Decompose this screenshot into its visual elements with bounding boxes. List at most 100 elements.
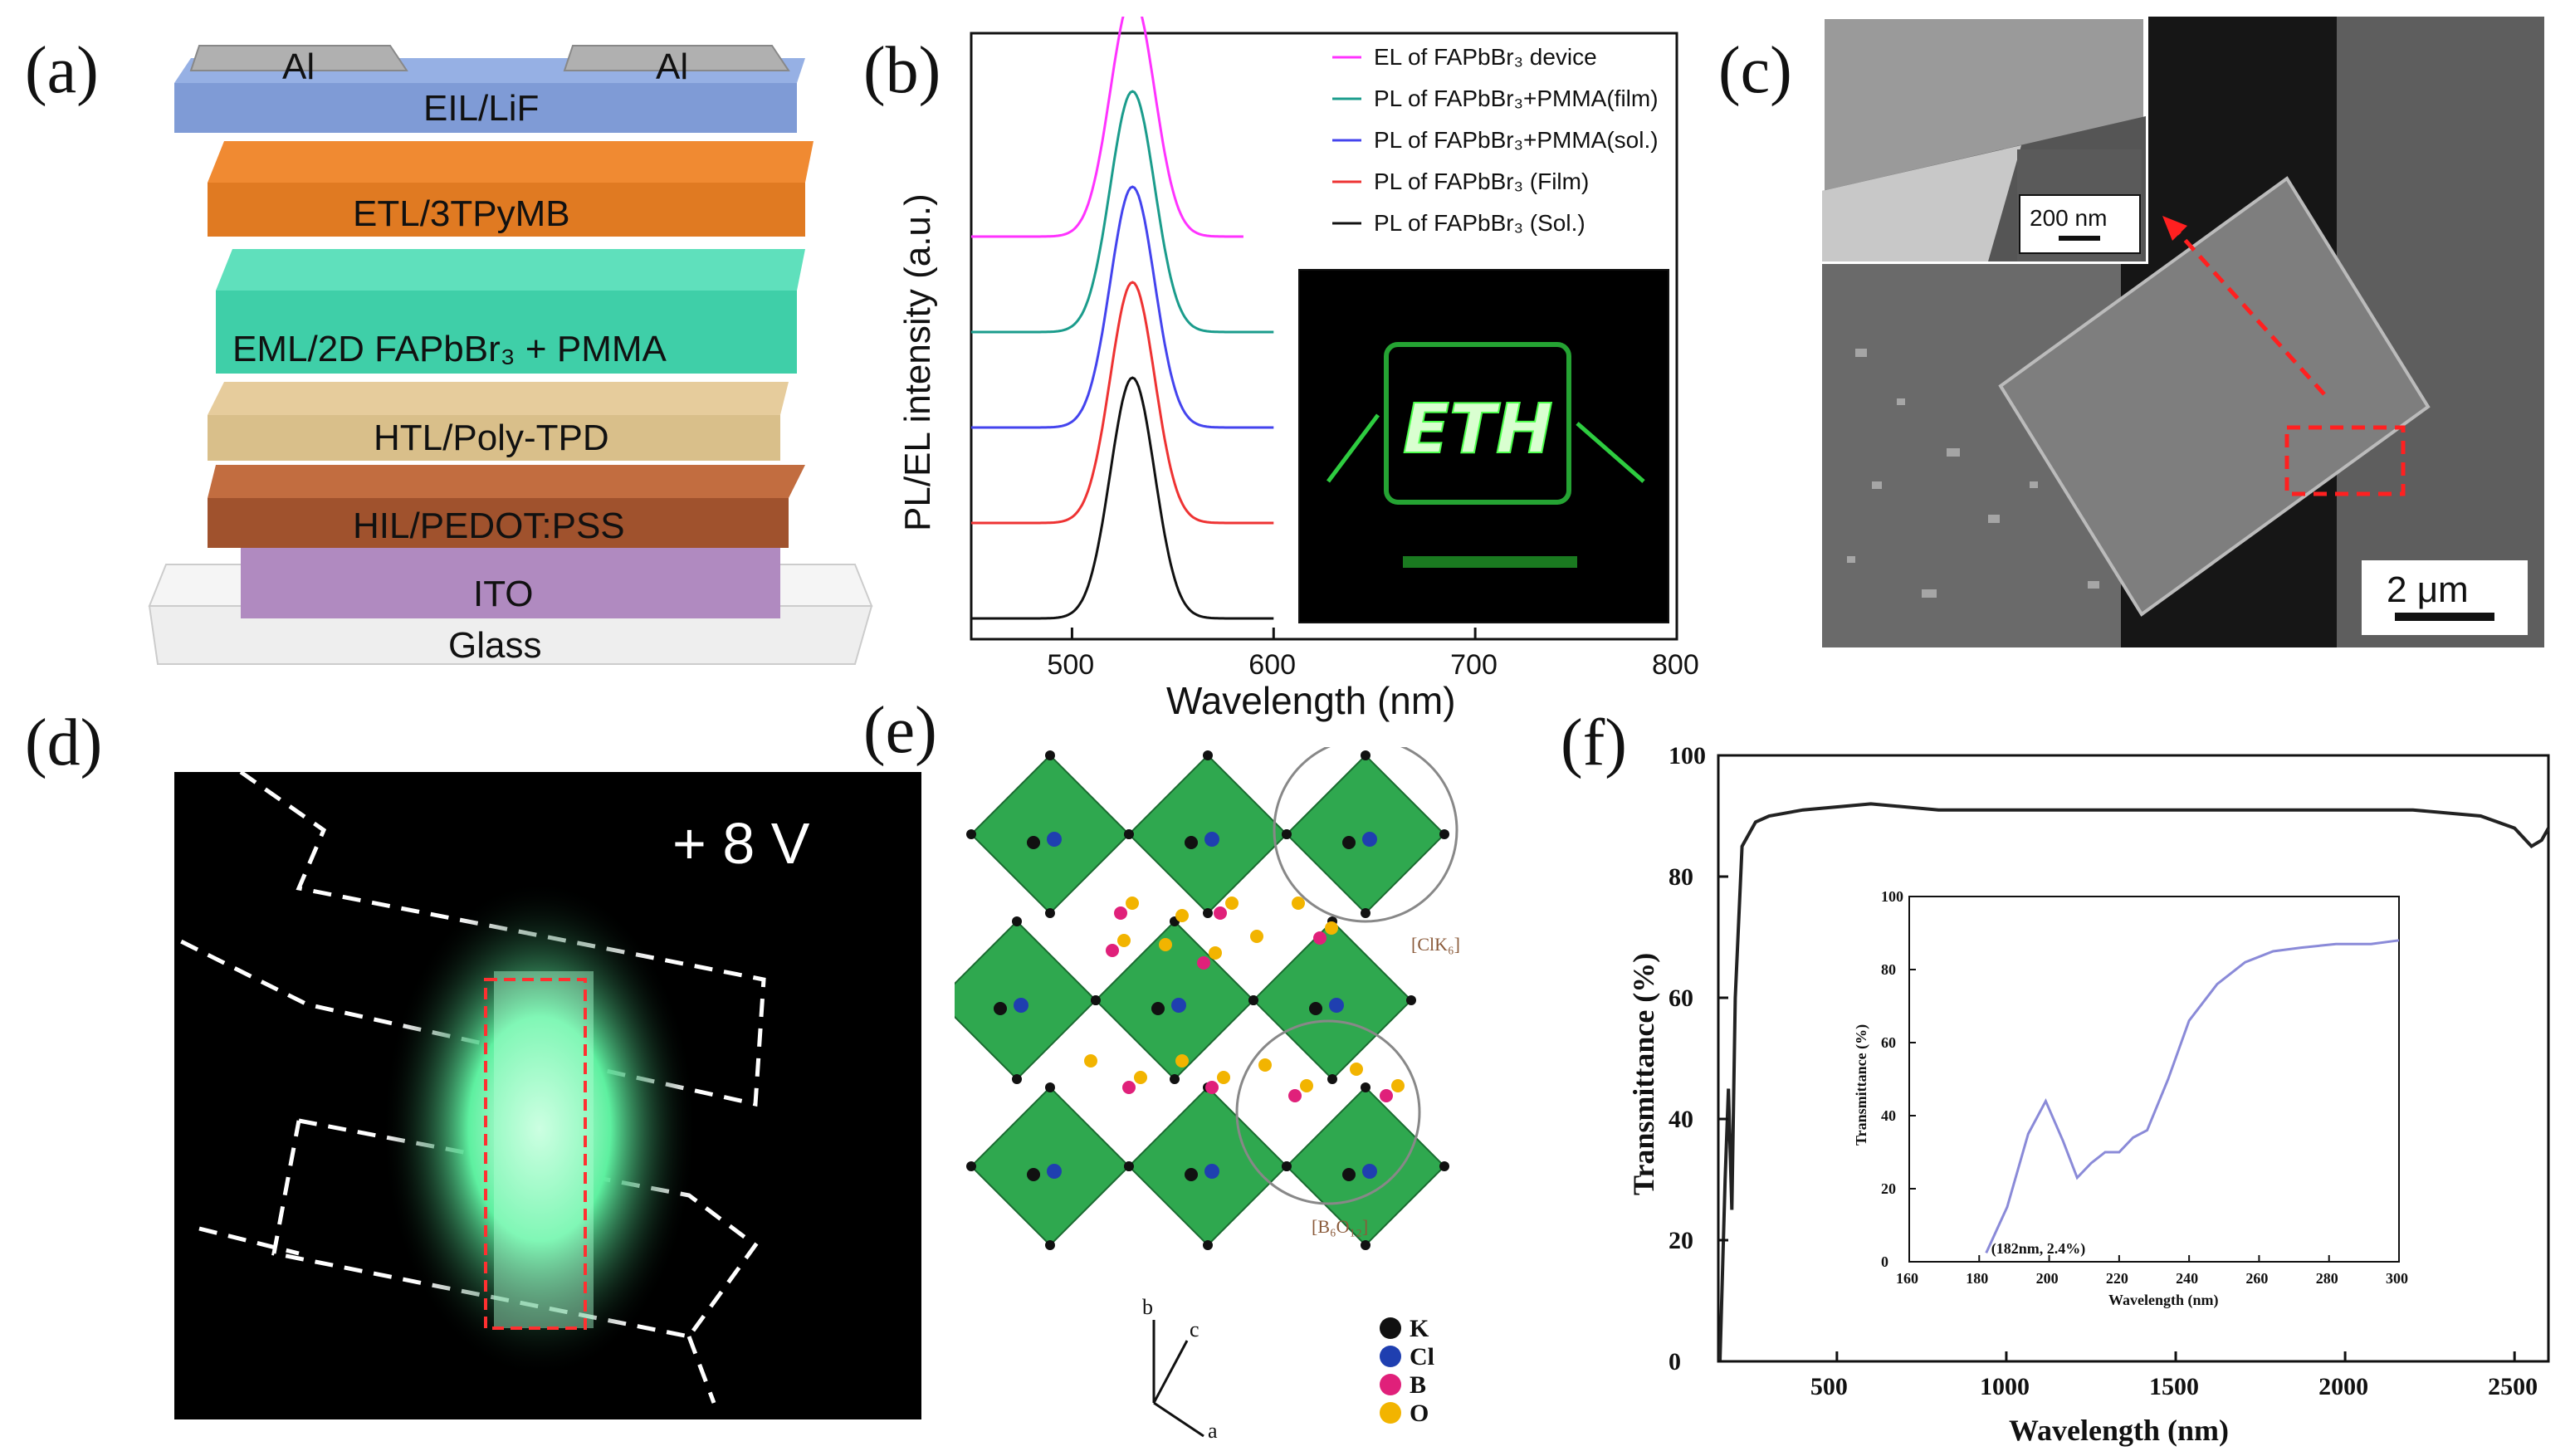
k-vertex: [1045, 750, 1055, 760]
eth-glow-frame: [1384, 342, 1571, 505]
k-atom: [994, 1002, 1007, 1015]
o-atom: [1250, 930, 1263, 943]
inset-xtick-label-2: 200: [2036, 1270, 2059, 1287]
layer-ito: ITO: [473, 574, 534, 614]
f-ytick-label-4: 80: [1669, 863, 1693, 891]
b-atom: [1122, 1081, 1136, 1094]
k-vertex: [1361, 1240, 1371, 1250]
chart-f-xlabel: Wavelength (nm): [2009, 1414, 2229, 1447]
f-ytick-label-5: 100: [1669, 742, 1706, 770]
legend-atom-label-O: O: [1410, 1400, 1429, 1427]
b-xtick-label-3: 800: [1652, 649, 1699, 681]
legend-label-3: PL of FAPbBr₃ (Film): [1374, 169, 1589, 194]
inset-ytick-label-5: 100: [1881, 888, 1903, 905]
inset-frame: [1908, 896, 2400, 1263]
k-atom: [1151, 1002, 1165, 1015]
legend-label-1: PL of FAPbBr₃+PMMA(film): [1374, 86, 1659, 111]
k-vertex: [1361, 1082, 1371, 1092]
layer-glass: Glass: [448, 625, 541, 666]
inset-xtick-label-7: 300: [2386, 1270, 2408, 1287]
b-atom: [1313, 931, 1327, 945]
k-vertex: [966, 1161, 976, 1171]
k-vertex: [1045, 1082, 1055, 1092]
voltage-label: + 8 V: [672, 811, 810, 876]
axis-b-label: b: [1142, 1295, 1153, 1319]
legend-label-0: EL of FAPbBr₃ device: [1374, 44, 1597, 70]
b-atom: [1214, 906, 1227, 920]
k-vertex: [1203, 908, 1213, 918]
f-xtick-label-1: 1000: [1980, 1373, 2030, 1400]
o-atom: [1209, 946, 1222, 960]
k-vertex: [966, 829, 976, 839]
f-xtick-label-2: 1500: [2149, 1373, 2199, 1400]
k-vertex: [1282, 829, 1292, 839]
inset-ylabel: Transmittance (%): [1853, 1024, 1870, 1146]
o-atom: [1175, 1054, 1189, 1068]
o-atom: [1391, 1079, 1405, 1092]
cl-atom: [1362, 1164, 1377, 1179]
cl-atom: [1362, 832, 1377, 847]
f-ytick-label-3: 60: [1669, 985, 1693, 1012]
o-atom: [1258, 1058, 1272, 1072]
k-vertex: [1203, 1240, 1213, 1250]
k-atom: [1342, 836, 1356, 849]
legend-atom-label-B: B: [1410, 1371, 1426, 1399]
k-atom: [1342, 1168, 1356, 1181]
sem-main-scale-label: 2 μm: [2387, 569, 2469, 610]
legend-atom-K: [1380, 1317, 1401, 1339]
o-atom: [1117, 934, 1131, 947]
legend-atom-Cl: [1380, 1346, 1401, 1367]
b-atom: [1114, 906, 1127, 920]
chart-f-ylabel: Transmittance (%): [1627, 953, 1660, 1195]
k-atom: [1185, 836, 1198, 849]
cl-atom: [1047, 1164, 1062, 1179]
f-xtick-label-3: 2000: [2318, 1373, 2368, 1400]
k-vertex: [1170, 1074, 1180, 1084]
axis-a-label: a: [1208, 1419, 1218, 1443]
layer-al-right: Al: [656, 46, 688, 87]
chart-b-xlabel: Wavelength (nm): [1166, 679, 1456, 722]
transmittance-line: [1718, 802, 2550, 1362]
o-atom: [1292, 897, 1305, 910]
layer-htl: HTL/Poly-TPD: [374, 418, 609, 458]
k-vertex: [1327, 1074, 1337, 1084]
panel-c-label: (c): [1718, 34, 1792, 107]
b-atom: [1205, 1081, 1219, 1094]
o-atom: [1175, 909, 1189, 922]
panel-e-label: (e): [863, 694, 937, 767]
chart-b-frame: [970, 32, 1678, 641]
legend-atom-label-K: K: [1410, 1315, 1429, 1342]
device-channel-box: [484, 978, 587, 1330]
panel-a-label: (a): [25, 34, 99, 107]
inset-ytick-label-0: 0: [1881, 1253, 1888, 1270]
inset-xlabel: Wavelength (nm): [2108, 1292, 2219, 1309]
legend-label-2: PL of FAPbBr₃+PMMA(sol.): [1374, 127, 1659, 153]
k-vertex: [1012, 916, 1022, 926]
cluster-b6o12-label: [B₆O₁₂]: [1312, 1216, 1368, 1237]
f-ytick-label-2: 40: [1669, 1106, 1693, 1133]
panel-d-label: (d): [25, 706, 103, 779]
k-atom: [1309, 1002, 1322, 1015]
inset-ytick-label-3: 60: [1881, 1034, 1896, 1051]
k-vertex: [1124, 829, 1134, 839]
o-atom: [1325, 921, 1338, 935]
f-xtick-label-0: 500: [1810, 1373, 1848, 1400]
inset-xtick-label-0: 160: [1896, 1270, 1918, 1287]
sem-inset-scale-label: 200 nm: [2030, 205, 2107, 231]
spectrum-line-4: [971, 376, 1274, 620]
spectrum-line-3: [971, 281, 1274, 525]
k-vertex: [1439, 829, 1449, 839]
b-atom: [1197, 956, 1210, 970]
b-xtick-label-0: 500: [1047, 649, 1094, 681]
inset-xtick-label-6: 280: [2316, 1270, 2338, 1287]
f-ytick-label-1: 20: [1669, 1227, 1693, 1254]
k-vertex: [1045, 908, 1055, 918]
k-vertex: [1124, 1161, 1134, 1171]
sem-image: 200 nm 2 μm: [1822, 17, 2544, 647]
b-atom: [1380, 1089, 1393, 1102]
o-atom: [1217, 1071, 1230, 1084]
o-atom: [1084, 1054, 1097, 1068]
k-atom: [1027, 1168, 1040, 1181]
k-vertex: [1091, 995, 1101, 1005]
b-atom: [1106, 944, 1119, 957]
